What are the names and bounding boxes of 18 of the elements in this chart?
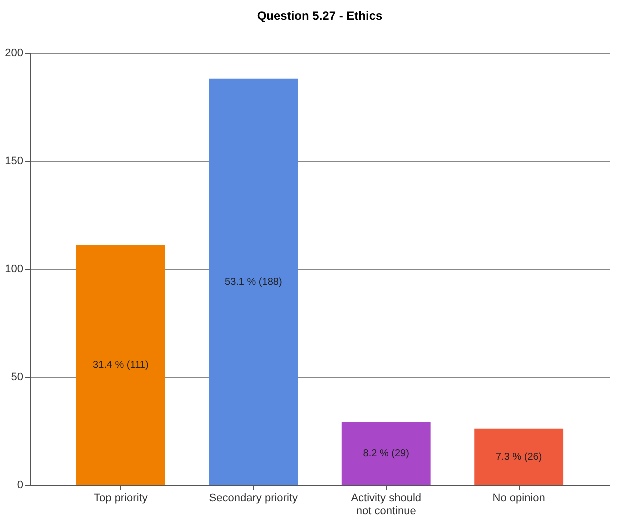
- data-label: 31.4 % (111): [93, 360, 149, 372]
- y-tick-label: 0: [17, 480, 24, 492]
- y-tick-label: 50: [11, 372, 24, 384]
- data-label: 8.2 % (29): [363, 448, 410, 460]
- x-tick-label: No opinion: [492, 492, 546, 504]
- x-tick-label: Activity should not continue: [351, 492, 422, 518]
- data-label: 53.1 % (188): [225, 276, 282, 288]
- bar: [209, 78, 298, 485]
- y-tick-label: 200: [5, 48, 24, 60]
- bar: [76, 245, 166, 485]
- x-tick-label: Secondary priority: [209, 492, 298, 504]
- y-tick-label: 100: [5, 264, 24, 276]
- chart-title: Question 5.27 - Ethics: [257, 9, 384, 23]
- data-label: 7.3 % (26): [496, 452, 542, 463]
- bar: [474, 428, 564, 485]
- x-tick-label: Top priority: [94, 492, 148, 504]
- bar: [342, 422, 431, 485]
- y-tick-label: 150: [5, 156, 24, 168]
